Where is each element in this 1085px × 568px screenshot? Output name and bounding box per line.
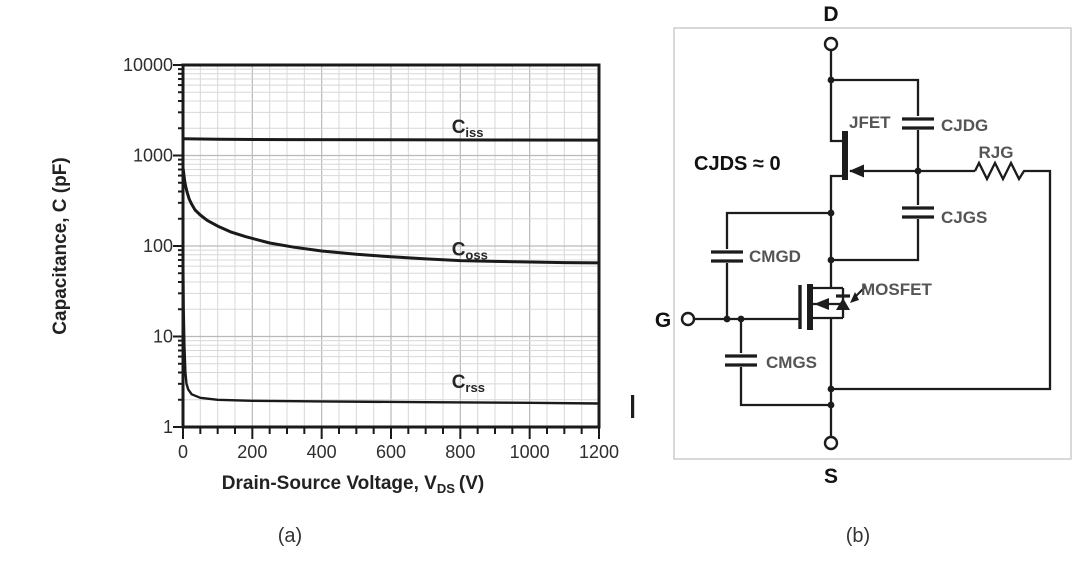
y-axis-title: Capacitance, C (pF) — [50, 157, 71, 334]
y-tick-label: 1 — [163, 417, 173, 437]
x-axis-title: Drain-Source Voltage, VDS (V) — [222, 473, 484, 496]
cmgd-top-wire — [725, 211, 831, 249]
x-tick-label: 200 — [237, 442, 267, 462]
y-tick-label: 100 — [143, 236, 173, 256]
junction-dots — [723, 76, 922, 409]
cjgs-label: CJGS — [941, 208, 987, 227]
cmgs-label: CMGS — [766, 353, 817, 372]
x-tick-label: 600 — [376, 442, 406, 462]
x-tick-label: 800 — [445, 442, 475, 462]
gate-terminal — [680, 311, 696, 327]
capacitance-vs-vds-chart: 0 200 400 600 800 1000 1200 1 10 100 1000 10000 Cis… — [50, 55, 635, 547]
jfet-source-wire — [829, 174, 842, 288]
cjgs-capacitor — [902, 206, 934, 219]
curve-crss — [182, 264, 601, 405]
x-tick-label: 1200 — [579, 442, 619, 462]
caption-a: (a) — [278, 525, 302, 547]
mosfet-body-arrow-icon — [814, 298, 829, 310]
mosfet-body-diode — [836, 294, 850, 310]
source-label: S — [824, 465, 838, 488]
drain-label: D — [823, 3, 838, 26]
y-tick-label: 10 — [153, 327, 173, 347]
cmgd-label: CMGD — [749, 247, 801, 266]
rjg-label: RJG — [979, 143, 1014, 162]
mosfet-symbol — [798, 284, 867, 330]
chart-gridlines — [183, 65, 599, 427]
curve-label-coss: Coss — [452, 240, 488, 263]
cmgs-bottom-wire — [739, 367, 831, 407]
jfet-symbol — [842, 131, 864, 180]
x-tick-label: 1000 — [510, 442, 550, 462]
jfet-gate-arrow-icon — [849, 164, 864, 178]
chart-ticks — [173, 64, 600, 439]
cascode-circuit-diagram: D G S JFET CJDG RJG CJGS CMGD CMGS MOSFE… — [655, 3, 1072, 547]
cjgs-bottom-wire — [831, 219, 920, 262]
cjds-note: CJDS ≈ 0 — [694, 153, 781, 175]
y-tick-label: 10000 — [123, 55, 173, 75]
mosfet-label-arrow-icon — [850, 292, 859, 303]
cmgd-capacitor — [711, 250, 743, 263]
curve-label-ciss: Ciss — [452, 117, 484, 140]
x-tick-label: 400 — [307, 442, 337, 462]
curve-label-crss: Crss — [452, 372, 485, 395]
curve-ciss — [181, 137, 601, 142]
jfet-label: JFET — [849, 113, 891, 132]
mosfet-label: MOSFET — [861, 280, 932, 299]
cursor-artifact — [631, 395, 635, 418]
gate-label: G — [655, 309, 671, 332]
curve-coss — [181, 168, 601, 265]
drain-terminal — [823, 36, 839, 52]
cjdg-top-wire — [831, 78, 920, 116]
y-tick-label: 1000 — [133, 146, 173, 166]
rjg-resistor-and-return-wire[interactable] — [831, 160, 1052, 391]
source-terminal — [823, 435, 839, 451]
drain-wire — [829, 50, 842, 143]
cmgs-capacitor — [725, 354, 757, 367]
x-tick-label: 0 — [178, 442, 188, 462]
circuit-panel-border — [673, 27, 1072, 460]
caption-b: (b) — [846, 525, 870, 547]
cjdg-capacitor — [902, 117, 934, 130]
plot-frame — [181, 63, 601, 429]
chart-tick-labels: 0 200 400 600 800 1000 1200 1 10 100 1000 10000 — [123, 55, 619, 462]
cjdg-label: CJDG — [941, 116, 988, 135]
mosfet-channel-bar — [807, 284, 813, 330]
